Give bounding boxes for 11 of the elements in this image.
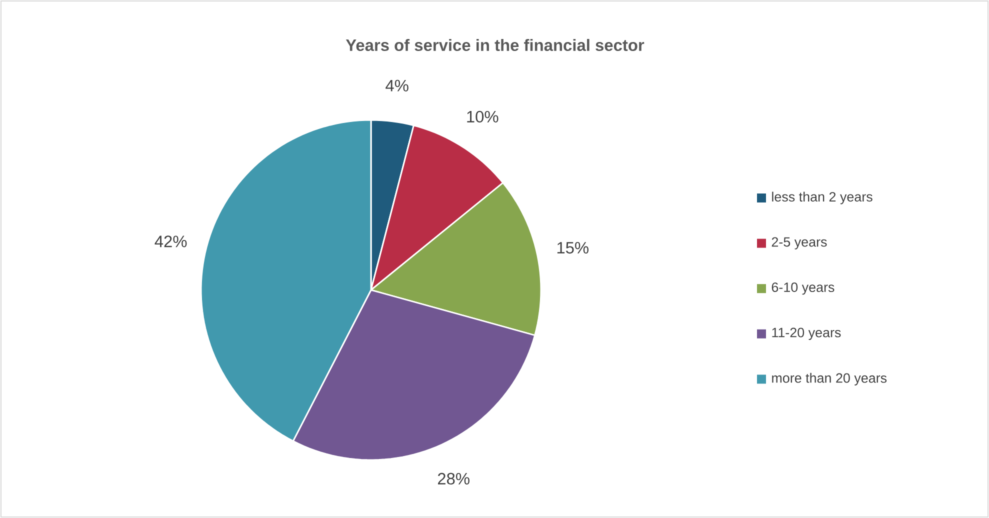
legend-label: 2-5 years — [772, 237, 827, 250]
legend-label: less than 2 years — [772, 192, 872, 204]
data-label: 4% — [386, 80, 408, 92]
data-label: 10% — [467, 110, 498, 123]
data-label: 42% — [154, 236, 187, 248]
data-label: 15% — [557, 242, 588, 254]
legend-label: 11-20 years — [772, 328, 841, 340]
legend-label: more than 20 years — [772, 372, 887, 386]
legend-label: 6-10 years — [772, 282, 834, 295]
chart-title: Years of service in the financial sector — [346, 38, 644, 52]
data-label: 28% — [438, 472, 470, 485]
